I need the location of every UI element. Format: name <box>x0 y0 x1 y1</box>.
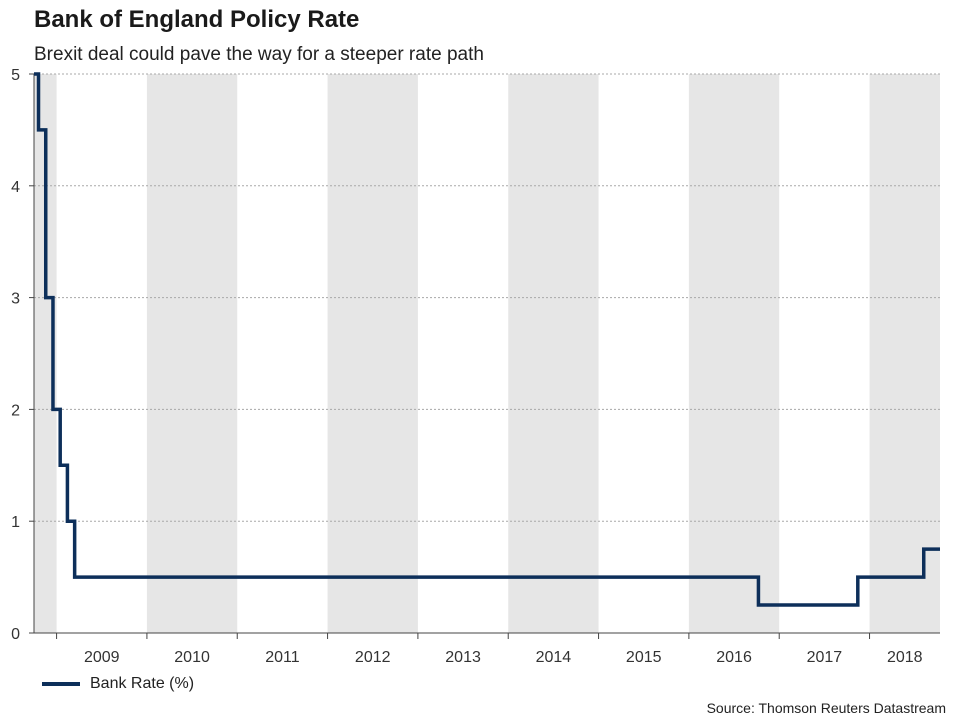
y-tick-label: 1 <box>11 514 20 531</box>
axes <box>33 74 940 634</box>
chart-subtitle: Brexit deal could pave the way for a ste… <box>34 44 484 65</box>
grid-lines <box>34 73 940 522</box>
x-tick-label: 2018 <box>887 649 923 666</box>
y-tick-label: 0 <box>11 626 20 643</box>
x-tick-label: 2013 <box>445 649 481 666</box>
year-band-10 <box>869 74 940 633</box>
x-tick-label: 2014 <box>536 649 572 666</box>
x-tick-label: 2016 <box>716 649 752 666</box>
source-note: Source: Thomson Reuters Datastream <box>706 700 946 716</box>
y-tick-label: 4 <box>11 179 20 196</box>
year-band-0 <box>34 74 57 633</box>
x-tick-label: 2011 <box>265 649 300 666</box>
year-band-2 <box>146 74 238 633</box>
legend-line-swatch <box>42 682 80 686</box>
year-bands <box>34 74 940 633</box>
year-band-8 <box>688 74 780 633</box>
y-tick-label: 3 <box>11 291 20 308</box>
legend: Bank Rate (%) <box>42 675 194 693</box>
x-tick-label: 2012 <box>355 649 391 666</box>
y-tick-label: 2 <box>11 402 20 419</box>
x-tick-label: 2010 <box>174 649 210 666</box>
x-tick-label: 2017 <box>807 649 843 666</box>
x-tick-labels: 2009 2010 2011 2012 2013 2014 2015 2016 2017 2018 <box>56 633 923 666</box>
y-tick-label: 5 <box>11 67 20 84</box>
x-tick-label: 2015 <box>626 649 662 666</box>
series-line-0 <box>34 72 940 607</box>
x-tick-label: 2009 <box>84 649 120 666</box>
y-tick-labels: 0 1 2 3 4 5 <box>11 67 34 643</box>
legend-label: Bank Rate (%) <box>90 675 195 692</box>
year-band-6 <box>508 74 599 633</box>
year-band-4 <box>327 74 418 633</box>
series-group <box>34 72 940 607</box>
chart-title: Bank of England Policy Rate <box>34 6 360 33</box>
